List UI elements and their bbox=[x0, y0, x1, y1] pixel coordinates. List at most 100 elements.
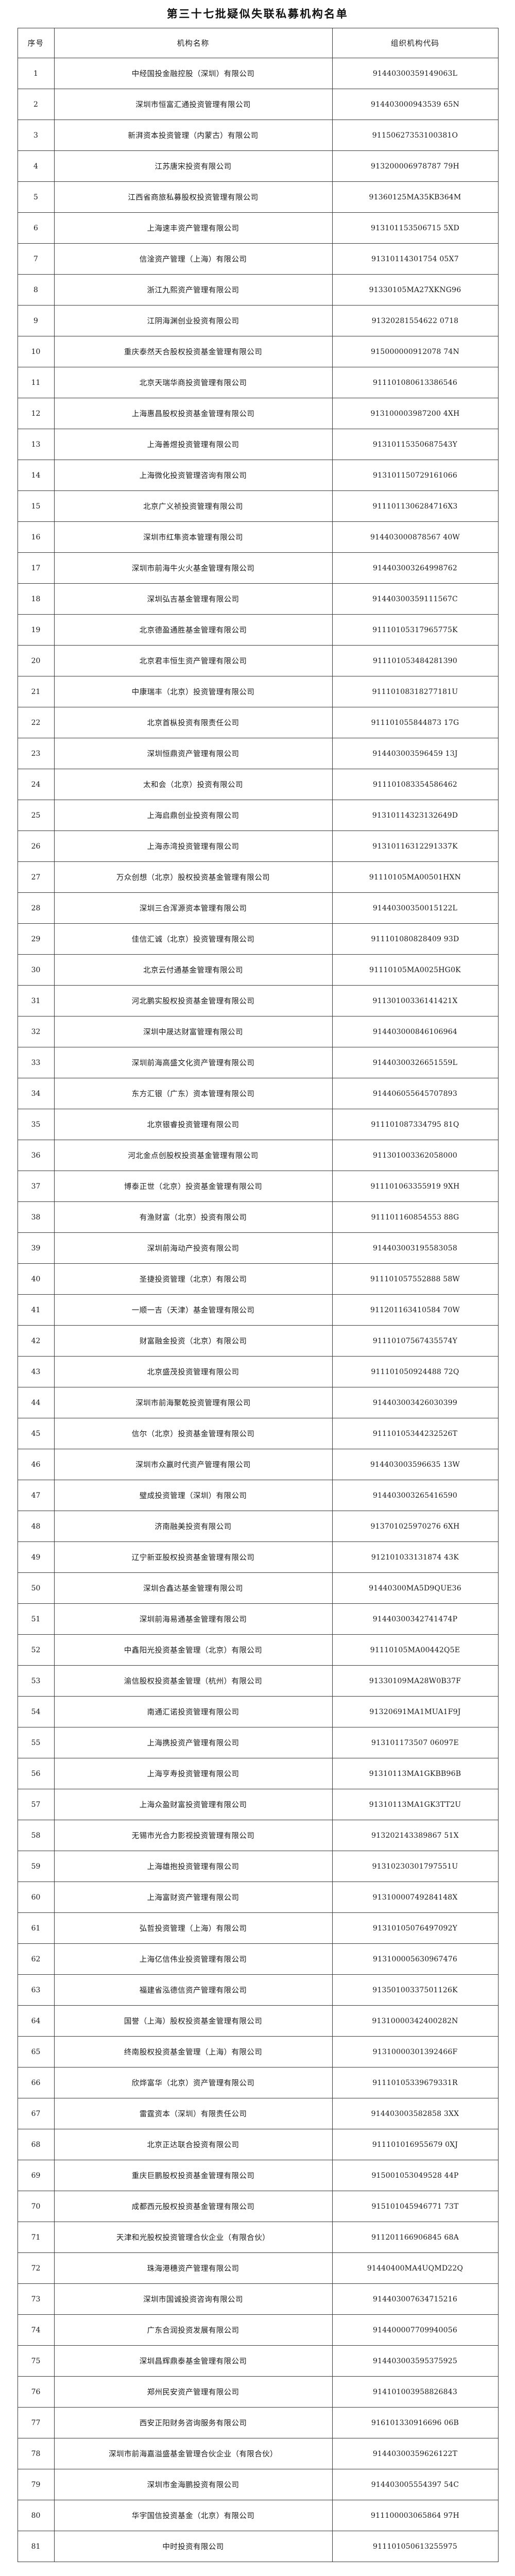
cell-institution-name: 北京首枞投资有限责任公司 bbox=[54, 707, 333, 738]
cell-institution-name: 中康瑞丰（北京）投资管理有限公司 bbox=[54, 676, 333, 707]
cell-institution-name: 信尔（北京）投资基金管理有限公司 bbox=[54, 1418, 333, 1449]
cell-serial-number: 1 bbox=[17, 58, 55, 89]
cell-organization-code: 91310114323132649D bbox=[332, 800, 499, 831]
table-row: 17 深圳市前海牛火火基金管理有限公司 914403003264998762 bbox=[17, 552, 499, 584]
cell-serial-number: 14 bbox=[17, 460, 55, 491]
cell-institution-name: 北京广义祯投资管理有限公司 bbox=[54, 490, 333, 522]
cell-organization-code: 913101153506715 5XD bbox=[332, 212, 499, 244]
cell-organization-code: 91440300350015122L bbox=[332, 892, 499, 924]
cell-institution-name: 有渔财富（北京）投资有限公司 bbox=[54, 1201, 333, 1233]
table-row: 53 渝信股权投资基金管理（杭州）有限公司 91330109MA28W0B37F bbox=[17, 1665, 499, 1697]
cell-organization-code: 911101053484281390 bbox=[332, 645, 499, 676]
cell-organization-code: 911201166906845 68A bbox=[332, 2222, 499, 2253]
cell-institution-name: 圣捷投资管理（北京）有限公司 bbox=[54, 1263, 333, 1295]
cell-organization-code: 91440300359626122T bbox=[332, 2438, 499, 2469]
table-row: 41 一顺一吉（天津）基金管理有限公司 911201163410584 70W bbox=[17, 1294, 499, 1326]
cell-organization-code: 91310105076497092Y bbox=[332, 1912, 499, 1944]
cell-institution-name: 北京德盈通胜基金管理有限公司 bbox=[54, 614, 333, 646]
table-row: 37 博泰正世（北京）投资基金管理有限公司 911101063355919 9XH bbox=[17, 1171, 499, 1202]
cell-organization-code: 91310116312291337K bbox=[332, 831, 499, 862]
table-row: 9 江阴海渊创业投资有限公司 91320281554622 0718 bbox=[17, 305, 499, 336]
cell-institution-name: 佳信汇诚（北京）投资管理有限公司 bbox=[54, 923, 333, 955]
cell-institution-name: 深圳前海高盛文化资产管理有限公司 bbox=[54, 1047, 333, 1078]
cell-organization-code: 914403005554397 54C bbox=[332, 2469, 499, 2500]
cell-organization-code: 91350100337501126K bbox=[332, 1974, 499, 2006]
cell-organization-code: 91110105317965775K bbox=[332, 614, 499, 646]
cell-institution-name: 河北鹏实股权投资基金管理有限公司 bbox=[54, 985, 333, 1016]
cell-serial-number: 66 bbox=[17, 2067, 55, 2098]
table-row: 68 北京正达联合投资有限公司 911101016955679 0XJ bbox=[17, 2129, 499, 2160]
cell-organization-code: 915101045946771 73T bbox=[332, 2191, 499, 2222]
cell-organization-code: 913100005630967476 bbox=[332, 1943, 499, 1975]
cell-institution-name: 深圳市前海嘉溢盛基金管理合伙企业（有限合伙） bbox=[54, 2438, 333, 2469]
cell-serial-number: 72 bbox=[17, 2252, 55, 2284]
table-row: 78 深圳市前海嘉溢盛基金管理合伙企业（有限合伙） 9144030035962612… bbox=[17, 2438, 499, 2469]
cell-serial-number: 13 bbox=[17, 429, 55, 460]
cell-institution-name: 上海善煜投资管理有限公司 bbox=[54, 429, 333, 460]
table-row: 5 江西省商旅私募股权投资管理有限公司 91360125MA35KB364M bbox=[17, 181, 499, 213]
cell-organization-code: 914403000846106964 bbox=[332, 1016, 499, 1047]
table-row: 62 上海亿信伟业投资管理有限公司 913100005630967476 bbox=[17, 1943, 499, 1975]
table-row: 33 深圳前海高盛文化资产管理有限公司 91440300326651559L bbox=[17, 1047, 499, 1078]
table-row: 44 深圳市前海聚乾投资管理有限公司 914403003426030399 bbox=[17, 1387, 499, 1418]
cell-institution-name: 深圳市国诚投资咨询有限公司 bbox=[54, 2283, 333, 2315]
table-row: 2 深圳市恒富汇通投资管理有限公司 914403000943539 65N bbox=[17, 89, 499, 120]
cell-serial-number: 55 bbox=[17, 1727, 55, 1758]
cell-institution-name: 璧成投资管理（深圳）有限公司 bbox=[54, 1480, 333, 1511]
table-row: 66 欣烨富华（北京）资产管理有限公司 91110105339679331R bbox=[17, 2067, 499, 2098]
table-row: 20 北京君丰恒生资产管理有限公司 911101053484281390 bbox=[17, 645, 499, 676]
cell-serial-number: 80 bbox=[17, 2500, 55, 2531]
table-row: 12 上海惠昌股权投资基金管理有限公司 913100003987200 4XH bbox=[17, 398, 499, 429]
cell-organization-code: 914403003595375925 bbox=[332, 2345, 499, 2377]
cell-serial-number: 4 bbox=[17, 150, 55, 182]
table-row: 48 济南融美投资有限公司 913701025970276 6XH bbox=[17, 1511, 499, 1542]
table-row: 69 重庆巨鹏股权投资基金管理有限公司 915001053049528 44P bbox=[17, 2160, 499, 2191]
table-row: 46 深圳市众赢时代资产管理有限公司 914403003596635 13W bbox=[17, 1449, 499, 1480]
table-row: 39 深圳前海动产投资有限公司 914403003195583058 bbox=[17, 1232, 499, 1264]
cell-serial-number: 37 bbox=[17, 1171, 55, 1202]
table-row: 14 上海微化投资管理咨询有限公司 913101150729161066 bbox=[17, 460, 499, 491]
cell-organization-code: 91110105344232526T bbox=[332, 1418, 499, 1449]
cell-serial-number: 50 bbox=[17, 1572, 55, 1604]
table-row: 27 万众创想（北京）股权投资基金管理有限公司 91110105MA00501HXN bbox=[17, 861, 499, 893]
cell-institution-name: 重庆泰然天合股权投资基金管理有限公司 bbox=[54, 336, 333, 367]
column-header-institution-name: 机构名称 bbox=[54, 28, 333, 58]
cell-organization-code: 91110105MA00442Q5E bbox=[332, 1634, 499, 1666]
table-row: 11 北京天瑞华商投资管理有限公司 911101080613386546 bbox=[17, 367, 499, 398]
cell-institution-name: 深圳市众赢时代资产管理有限公司 bbox=[54, 1449, 333, 1480]
cell-serial-number: 67 bbox=[17, 2098, 55, 2129]
cell-serial-number: 77 bbox=[17, 2407, 55, 2438]
cell-institution-name: 无锡市光合力影视投资管理有限公司 bbox=[54, 1820, 333, 1851]
table-row: 65 终南股权投资基金管理（上海）有限公司 91310000301392466F bbox=[17, 2036, 499, 2067]
cell-organization-code: 9111011306284716X3 bbox=[332, 490, 499, 522]
table-row: 45 信尔（北京）投资基金管理有限公司 91110105344232526T bbox=[17, 1418, 499, 1449]
cell-serial-number: 18 bbox=[17, 583, 55, 615]
cell-organization-code: 911101050924488 72Q bbox=[332, 1356, 499, 1387]
cell-institution-name: 上海众盈财富投资管理有限公司 bbox=[54, 1789, 333, 1820]
cell-organization-code: 91310000749284148X bbox=[332, 1882, 499, 1913]
cell-serial-number: 68 bbox=[17, 2129, 55, 2160]
cell-serial-number: 19 bbox=[17, 614, 55, 646]
cell-organization-code: 914403000943539 65N bbox=[332, 89, 499, 120]
cell-serial-number: 16 bbox=[17, 521, 55, 553]
cell-organization-code: 913101150729161066 bbox=[332, 460, 499, 491]
cell-organization-code: 91320281554622 0718 bbox=[332, 305, 499, 336]
table-row: 28 深圳三合浑源资本管理有限公司 91440300350015122L bbox=[17, 892, 499, 924]
cell-organization-code: 91110105339679331R bbox=[332, 2067, 499, 2098]
cell-serial-number: 70 bbox=[17, 2191, 55, 2222]
cell-serial-number: 60 bbox=[17, 1882, 55, 1913]
column-header-serial-number: 序号 bbox=[17, 28, 55, 58]
cell-serial-number: 42 bbox=[17, 1325, 55, 1357]
cell-serial-number: 3 bbox=[17, 120, 55, 151]
cell-institution-name: 济南融美投资有限公司 bbox=[54, 1511, 333, 1542]
cell-organization-code: 91310000342400282N bbox=[332, 2005, 499, 2037]
cell-institution-name: 江苏唐宋投资有限公司 bbox=[54, 150, 333, 182]
cell-organization-code: 91310113MA1GKBB96B bbox=[332, 1758, 499, 1789]
cell-organization-code: 91440300359111567C bbox=[332, 583, 499, 615]
cell-serial-number: 33 bbox=[17, 1047, 55, 1078]
table-row: 15 北京广义祯投资管理有限公司 9111011306284716X3 bbox=[17, 490, 499, 522]
cell-organization-code: 911101057552888 58W bbox=[332, 1263, 499, 1295]
cell-institution-name: 渝信股权投资基金管理（杭州）有限公司 bbox=[54, 1665, 333, 1697]
cell-serial-number: 64 bbox=[17, 2005, 55, 2037]
table-row: 51 深圳前海易通基金管理有限公司 91440300342741474P bbox=[17, 1603, 499, 1635]
